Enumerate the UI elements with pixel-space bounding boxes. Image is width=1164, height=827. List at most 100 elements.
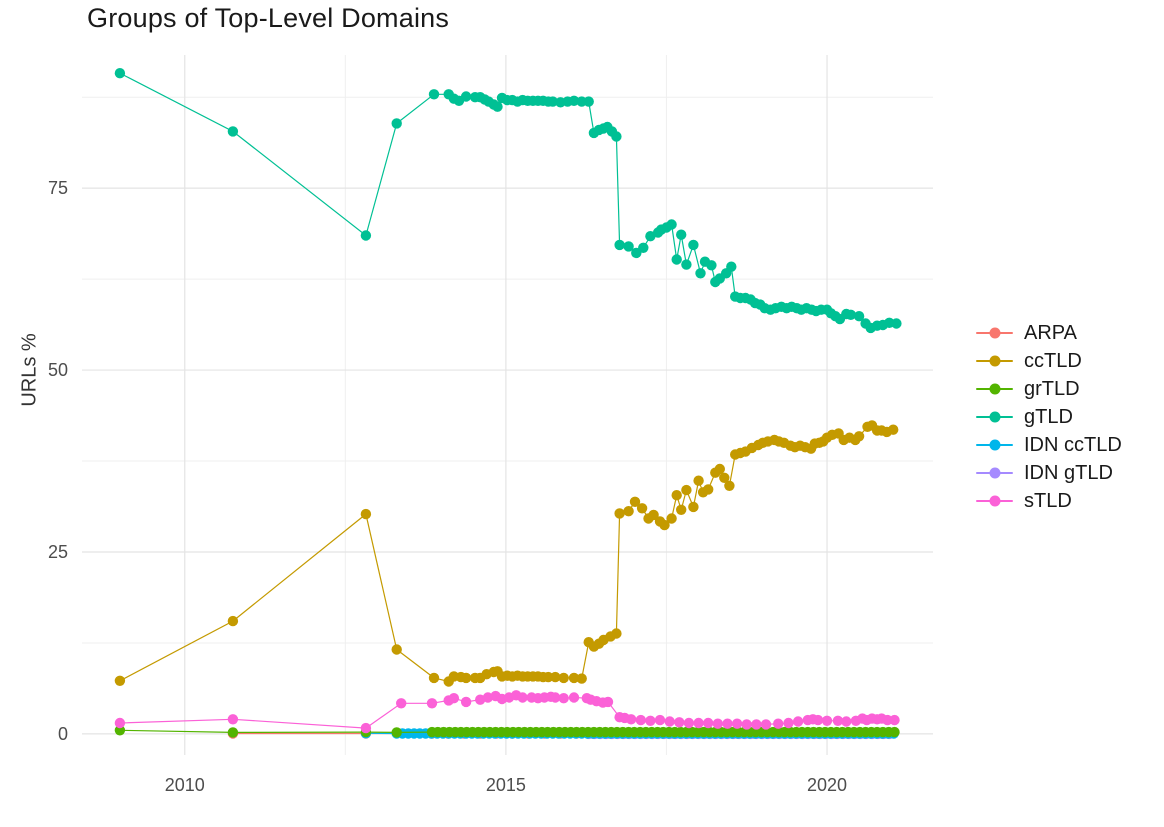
data-point (550, 692, 561, 703)
data-point (888, 424, 899, 435)
legend-label: ARPA (1024, 321, 1077, 344)
data-point (227, 714, 239, 725)
data-point (602, 696, 614, 708)
data-point (648, 509, 659, 521)
data-point (889, 714, 900, 726)
legend-key-icon (976, 411, 1013, 424)
data-point (625, 714, 637, 725)
legend-key-dot (989, 467, 1000, 479)
data-point (853, 311, 865, 322)
data-point (391, 118, 402, 129)
legend-label: gTLD (1024, 405, 1073, 428)
data-point (558, 672, 569, 684)
legend-item-stld: sTLD (976, 487, 1122, 515)
data-point (636, 503, 648, 514)
data-point (760, 719, 772, 730)
data-point (360, 230, 372, 241)
data-point (492, 101, 503, 112)
data-point (703, 484, 714, 495)
data-point (783, 717, 794, 729)
data-point (832, 715, 844, 726)
data-point (726, 261, 737, 272)
data-point (671, 254, 682, 265)
data-point (891, 318, 902, 329)
data-point (688, 239, 699, 251)
legend-item-cctld: ccTLD (976, 347, 1122, 375)
data-point (666, 219, 677, 230)
y-tick-label: 75 (48, 178, 68, 198)
x-tick-label: 2020 (807, 775, 847, 795)
data-point (681, 259, 692, 270)
x-tick-label: 2010 (165, 775, 205, 795)
series-gtld (114, 68, 902, 334)
legend-label: sTLD (1024, 489, 1072, 512)
data-point (517, 692, 528, 703)
legend-key-dot (989, 439, 1000, 451)
legend: ARPA ccTLD grTLD gTLD IDN ccTLD IDN gTLD sTLD (976, 319, 1122, 515)
legend-item-arpa: ARPA (976, 319, 1122, 347)
data-point (693, 475, 704, 486)
data-point (391, 727, 402, 738)
data-point (623, 506, 634, 517)
data-point (583, 96, 594, 107)
data-point (664, 716, 675, 727)
data-point (773, 718, 784, 729)
data-point (845, 309, 856, 320)
legend-label: IDN gTLD (1024, 461, 1113, 484)
data-point (751, 719, 762, 730)
data-point (731, 718, 743, 729)
data-point (635, 714, 646, 726)
data-point (448, 693, 460, 704)
data-point (676, 504, 687, 515)
data-point (550, 671, 561, 683)
y-tick-label: 0 (58, 724, 68, 744)
data-point (426, 698, 438, 709)
data-point (568, 95, 580, 107)
legend-key-dot (989, 355, 1000, 367)
data-point (853, 431, 865, 442)
data-point (821, 715, 833, 726)
legend-key-icon (976, 495, 1013, 508)
data-point (568, 672, 580, 684)
legend-key-icon (976, 467, 1013, 480)
data-point (428, 89, 440, 100)
panel-gridlines (82, 55, 933, 755)
series-line-gtld (119, 72, 897, 329)
legend-label: IDN ccTLD (1024, 433, 1122, 456)
y-tick-label: 50 (48, 360, 68, 380)
legend-key-dot (989, 411, 1000, 423)
legend-key-icon (976, 327, 1013, 340)
legend-item-gtld: gTLD (976, 403, 1122, 431)
data-point (428, 672, 440, 684)
data-point (638, 242, 649, 253)
data-point (683, 717, 695, 729)
data-point (666, 513, 677, 524)
data-point (695, 268, 706, 279)
data-point (841, 716, 852, 727)
data-point (576, 673, 587, 684)
data-point (812, 714, 824, 726)
data-point (712, 718, 723, 729)
data-point (460, 672, 472, 684)
data-point (558, 693, 569, 704)
data-point (114, 717, 126, 729)
data-point (671, 490, 682, 501)
data-point (623, 241, 634, 252)
data-point (114, 68, 126, 79)
data-point (889, 726, 900, 738)
data-point (114, 725, 126, 736)
data-point (719, 472, 730, 483)
legend-key-dot (989, 495, 1000, 507)
series-stld (114, 690, 900, 734)
data-point (396, 698, 407, 709)
data-point (792, 716, 804, 727)
data-point (645, 715, 656, 726)
data-point (674, 717, 685, 728)
data-point (114, 675, 126, 686)
data-point (227, 126, 239, 137)
data-point (724, 480, 735, 491)
legend-label: grTLD (1024, 377, 1080, 400)
y-tick-label: 25 (48, 542, 68, 562)
data-point (460, 91, 472, 102)
data-point (547, 96, 558, 107)
